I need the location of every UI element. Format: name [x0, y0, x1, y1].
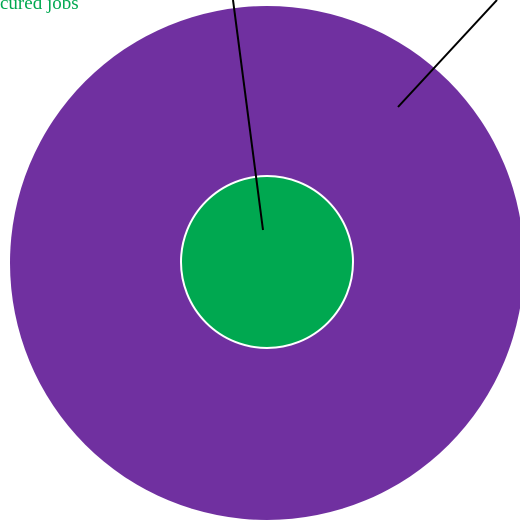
leader-line	[232, 0, 264, 231]
label: cured jobs	[0, 0, 79, 14]
leader-line	[397, 0, 498, 108]
inner-circle	[180, 175, 354, 349]
